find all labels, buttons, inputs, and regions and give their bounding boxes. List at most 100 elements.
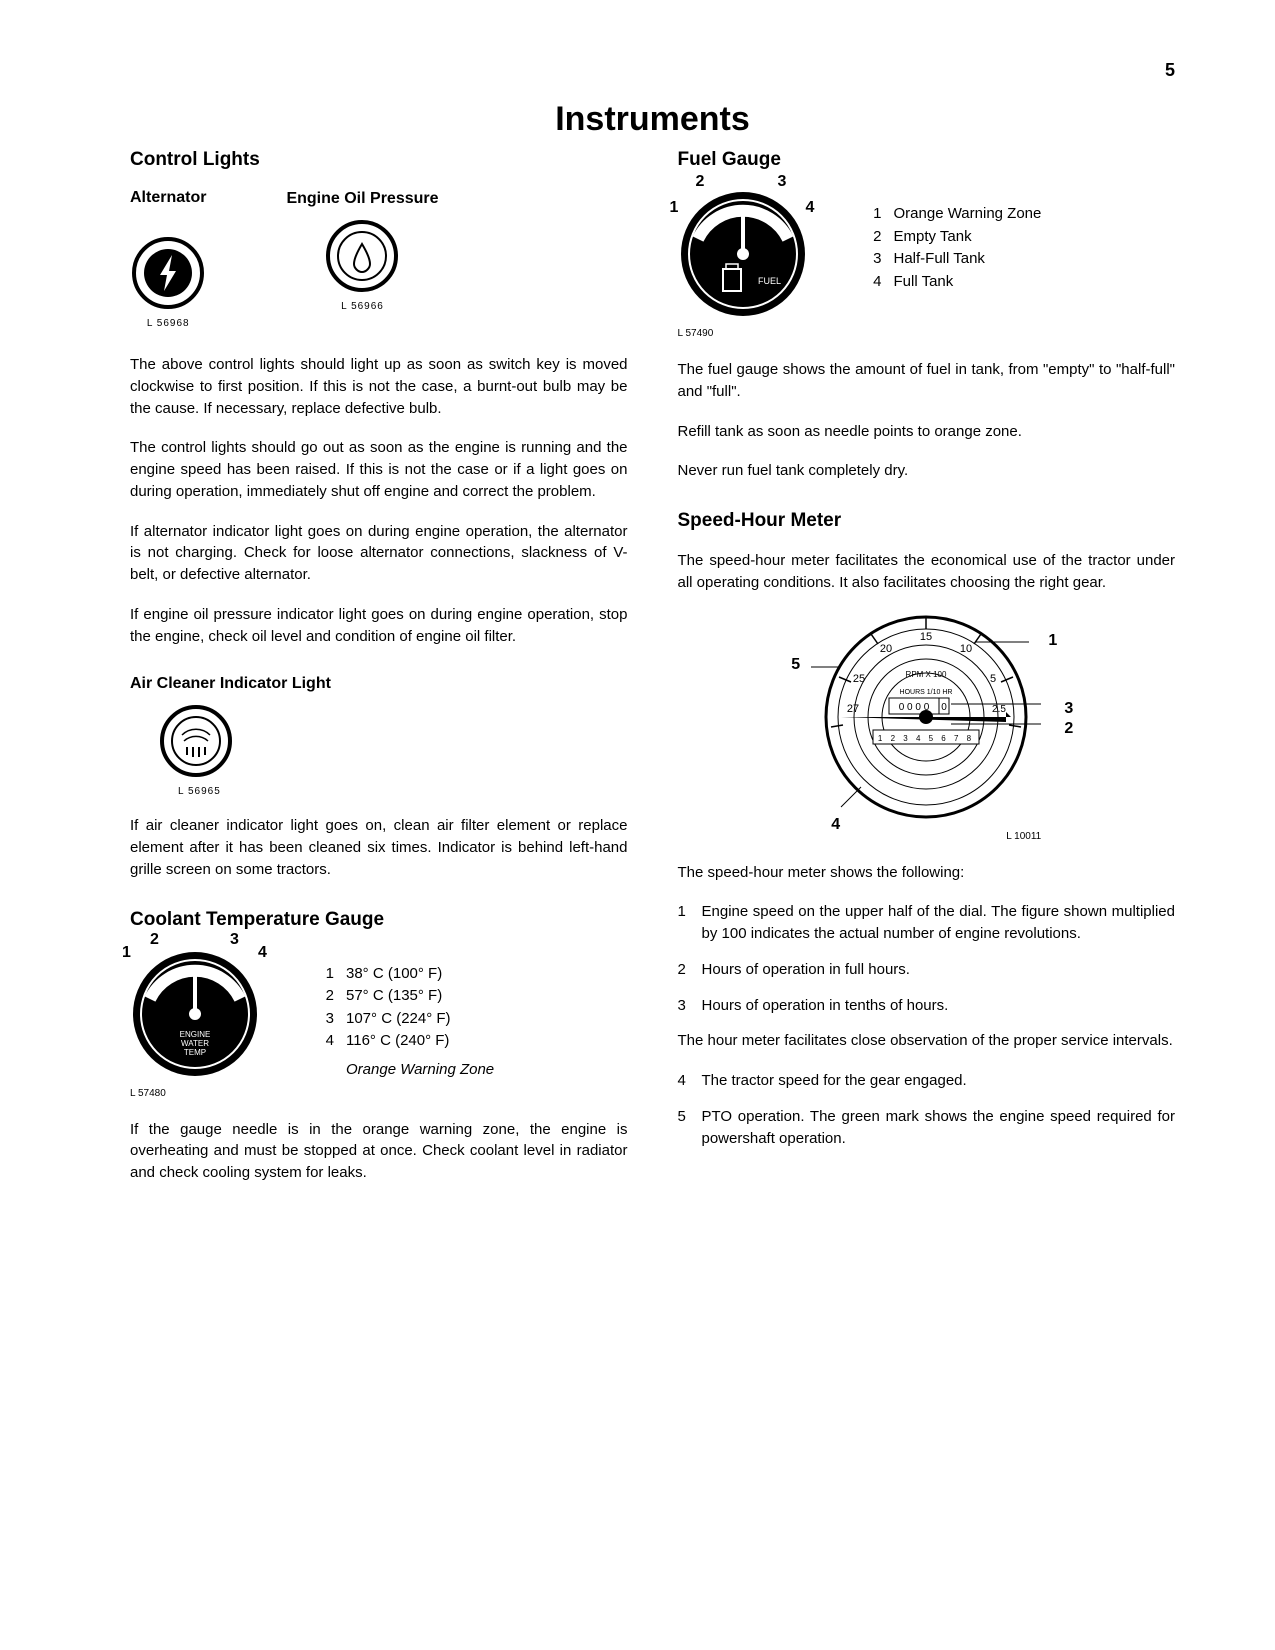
fuel-n4: 4 <box>806 199 815 217</box>
alternator-block: Alternator L 56968 <box>130 189 206 329</box>
alternator-label: Alternator <box>130 189 206 207</box>
coolant-warning: Orange Warning Zone <box>346 1059 494 1082</box>
ol-num: 1 <box>678 901 692 945</box>
svg-text:0: 0 <box>941 702 947 713</box>
coolant-n3: 3 <box>230 931 239 949</box>
speed-n4: 4 <box>831 816 840 834</box>
coolant-n2: 2 <box>150 931 159 949</box>
legend-row: 3 Half-Full Tank <box>868 248 1042 271</box>
list-item: 1Engine speed on the upper half of the d… <box>678 901 1176 945</box>
svg-text:2.5: 2.5 <box>992 704 1006 715</box>
svg-text:20: 20 <box>880 643 892 655</box>
legend-row: 1 Orange Warning Zone <box>868 203 1042 226</box>
alternator-icon <box>132 237 204 309</box>
legend-row: 4Full Tank <box>868 271 1042 294</box>
speed-n2: 2 <box>1064 720 1073 738</box>
legend-row: 4 116° C (240° F) <box>320 1030 494 1053</box>
speed-n1: 1 <box>1048 632 1057 650</box>
svg-text:1 2 3 4 5 6 7 8: 1 2 3 4 5 6 7 8 <box>878 734 974 743</box>
legend-text: 57° C (135° F) <box>346 985 442 1008</box>
svg-text:27: 27 <box>847 703 859 715</box>
legend-text: 38° C (100° F) <box>346 963 442 986</box>
coolant-heading: Coolant Temperature Gauge <box>130 909 628 931</box>
legend-text: Orange Warning Zone <box>894 203 1042 226</box>
fuel-gauge-icon: FUEL <box>678 189 808 319</box>
oil-label: Engine Oil Pressure <box>286 189 438 208</box>
coolant-gauge-icon: ENGINE WATER TEMP <box>130 949 260 1079</box>
svg-text:TEMP: TEMP <box>184 1048 206 1057</box>
coolant-p: If the gauge needle is in the orange war… <box>130 1119 628 1184</box>
coolant-n4: 4 <box>258 944 267 962</box>
speed-p3: The hour meter facilitates close observa… <box>678 1030 1176 1052</box>
list-item: 5PTO operation. The green mark shows the… <box>678 1106 1176 1150</box>
speed-n5: 5 <box>791 656 800 674</box>
oil-caption: L 56966 <box>286 301 438 312</box>
control-p1: The above control lights should light up… <box>130 354 628 419</box>
coolant-caption: L 57480 <box>130 1088 260 1099</box>
ol-txt: Engine speed on the upper half of the di… <box>702 901 1176 945</box>
legend-num: 1 <box>868 203 882 226</box>
fuel-n3: 3 <box>778 173 787 191</box>
legend-text: Empty Tank <box>894 226 972 249</box>
legend-text: 107° C (224° F) <box>346 1008 451 1031</box>
ol-num: 3 <box>678 995 692 1017</box>
coolant-row: 1 2 3 4 ENGINE WATER TEMP L 57480 138° C… <box>130 949 628 1099</box>
control-lights-heading: Control Lights <box>130 149 628 171</box>
fuel-n2: 2 <box>696 173 705 191</box>
fuel-p1: The fuel gauge shows the amount of fuel … <box>678 359 1176 403</box>
svg-text:10: 10 <box>960 643 972 655</box>
speed-p1: The speed-hour meter facilitates the eco… <box>678 550 1176 594</box>
legend-num: 3 <box>320 1008 334 1031</box>
legend-num: 3 <box>868 248 882 271</box>
fuel-p2: Refill tank as soon as needle points to … <box>678 421 1176 443</box>
coolant-n1: 1 <box>122 944 131 962</box>
list-item: 4The tractor speed for the gear engaged. <box>678 1070 1176 1092</box>
fuel-n1: 1 <box>670 199 679 217</box>
air-p: If air cleaner indicator light goes on, … <box>130 815 628 880</box>
content-columns: Control Lights Alternator L 56968 Engine… <box>130 149 1175 1202</box>
page-title: Instruments <box>130 100 1175 139</box>
air-cleaner-icon <box>160 705 232 777</box>
list-item: 3Hours of operation in tenths of hours. <box>678 995 1176 1017</box>
coolant-legend: 138° C (100° F) 2 57° C (135° F) 3 107° C … <box>320 963 494 1082</box>
speed-fig: 1 2 3 4 5 <box>811 612 1041 842</box>
fuel-caption: L 57490 <box>678 328 808 339</box>
legend-num: 4 <box>320 1030 334 1053</box>
speed-meter-icon: 15 20 10 25 5 27 2.5 RPM X 100 HOURS 1/1… <box>811 612 1041 822</box>
legend-row: 2 Empty Tank <box>868 226 1042 249</box>
ol-txt: Hours of operation in full hours. <box>702 959 1176 981</box>
ol-num: 2 <box>678 959 692 981</box>
icon-row: Alternator L 56968 Engine Oil Pressure L… <box>130 189 628 329</box>
fuel-p3: Never run fuel tank completely dry. <box>678 460 1176 482</box>
legend-text: 116° C (240° F) <box>346 1030 449 1053</box>
speed-n3: 3 <box>1064 700 1073 718</box>
speed-heading: Speed-Hour Meter <box>678 510 1176 532</box>
alternator-caption: L 56968 <box>130 318 206 329</box>
svg-text:5: 5 <box>990 673 996 685</box>
legend-text: Half-Full Tank <box>894 248 985 271</box>
legend-num: 2 <box>868 226 882 249</box>
ol-txt: PTO operation. The green mark shows the … <box>702 1106 1176 1150</box>
oil-block: Engine Oil Pressure L 56966 <box>286 189 438 329</box>
svg-text:ENGINE: ENGINE <box>180 1030 211 1039</box>
fuel-heading: Fuel Gauge <box>678 149 1176 171</box>
svg-text:25: 25 <box>853 673 865 685</box>
legend-text: Full Tank <box>894 271 954 294</box>
ol-num: 5 <box>678 1106 692 1150</box>
left-column: Control Lights Alternator L 56968 Engine… <box>130 149 628 1202</box>
speed-meter-wrap: 1 2 3 4 5 <box>678 612 1176 842</box>
list-item: 2 Hours of operation in full hours. <box>678 959 1176 981</box>
control-p3: If alternator indicator light goes on du… <box>130 521 628 586</box>
svg-text:RPM X 100: RPM X 100 <box>906 670 947 679</box>
legend-num: 2 <box>320 985 334 1008</box>
fuel-row: 1 2 3 4 FUEL L 57490 1 Orange Warning Zon… <box>678 189 1176 339</box>
svg-text:15: 15 <box>920 631 932 643</box>
speed-p2: The speed-hour meter shows the following… <box>678 862 1176 884</box>
svg-text:HOURS 1/10 HR: HOURS 1/10 HR <box>900 689 953 696</box>
legend-row: 138° C (100° F) <box>320 963 494 986</box>
ol-num: 4 <box>678 1070 692 1092</box>
coolant-gauge-wrap: 1 2 3 4 ENGINE WATER TEMP L 57480 <box>130 949 260 1099</box>
fuel-legend: 1 Orange Warning Zone 2 Empty Tank 3 Half-F… <box>868 203 1042 293</box>
control-p4: If engine oil pressure indicator light g… <box>130 604 628 648</box>
speed-caption: L 10011 <box>811 831 1041 842</box>
